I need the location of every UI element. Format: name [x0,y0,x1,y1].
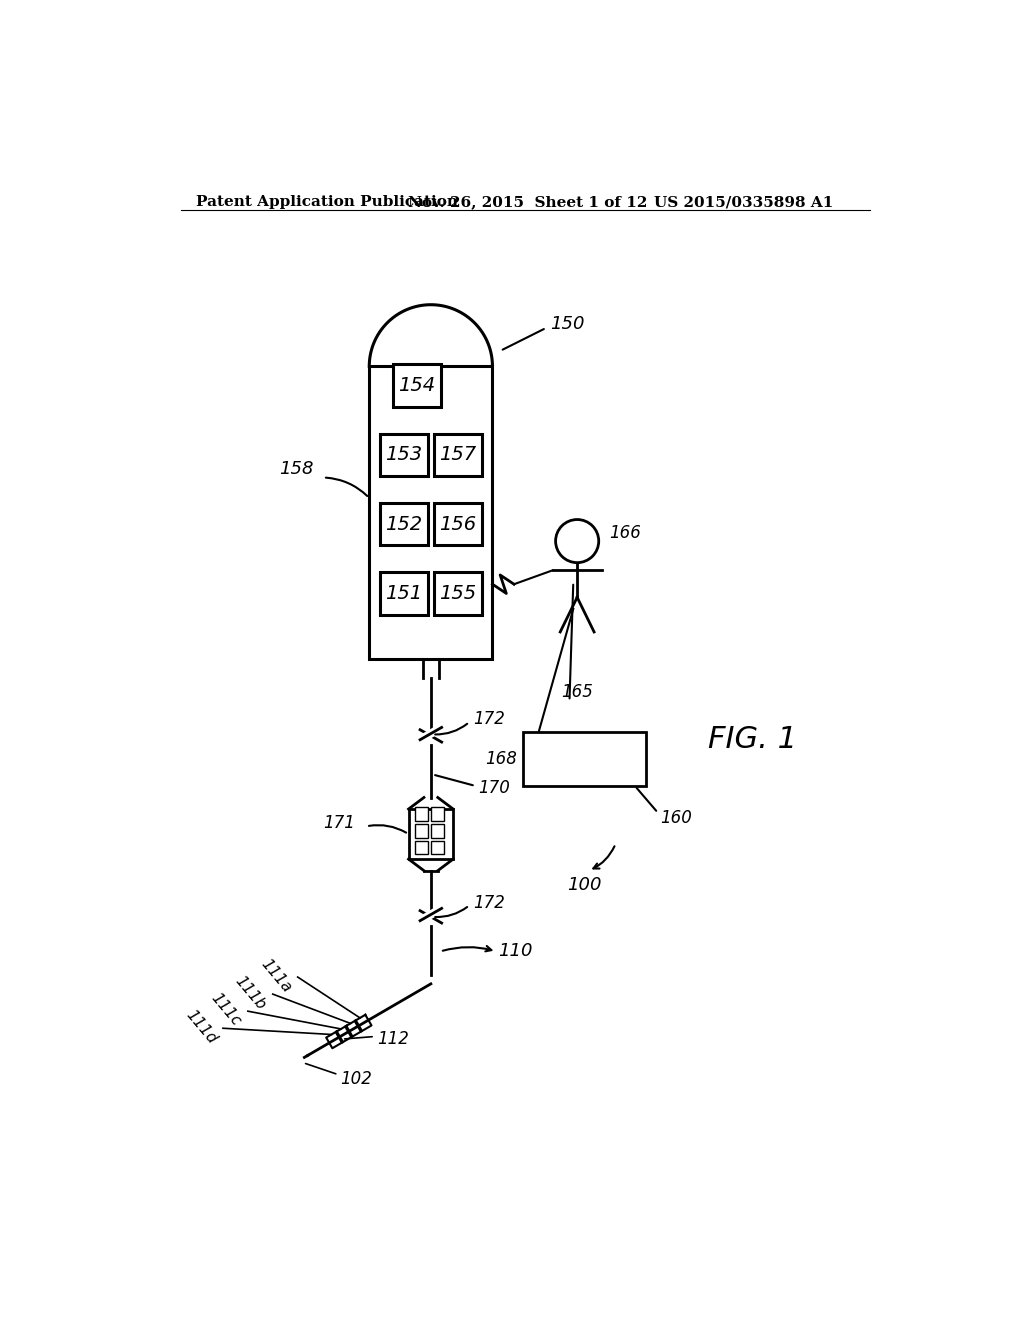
Text: 111a: 111a [257,956,294,995]
Text: 166: 166 [609,524,641,543]
Bar [431,824,444,838]
Bar [380,503,428,545]
Text: 157: 157 [439,445,476,465]
Text: Patent Application Publication: Patent Application Publication [196,195,458,210]
Text: 153: 153 [385,445,423,465]
Text: 112: 112 [377,1030,410,1048]
Text: 152: 152 [385,515,423,533]
Text: 171: 171 [324,813,355,832]
Bar [370,367,493,659]
Text: 111b: 111b [232,973,269,1012]
Bar [434,503,481,545]
Text: 165: 165 [561,682,593,701]
Text: 111c: 111c [208,990,244,1028]
Text: 110: 110 [499,942,534,961]
Text: 158: 158 [279,459,313,478]
Text: 102: 102 [340,1069,372,1088]
Text: 168: 168 [485,750,517,768]
Text: 172: 172 [473,710,505,727]
Text: 160: 160 [660,809,692,828]
Bar [380,573,428,615]
Bar [434,573,481,615]
Text: 154: 154 [398,376,435,395]
Text: 151: 151 [385,583,423,603]
Text: Nov. 26, 2015  Sheet 1 of 12: Nov. 26, 2015 Sheet 1 of 12 [408,195,647,210]
Bar [431,807,444,821]
Bar [380,434,428,477]
Bar [393,364,441,407]
Text: FIG. 1: FIG. 1 [708,725,797,754]
Text: 100: 100 [567,876,602,894]
Text: 156: 156 [439,515,476,533]
Bar [415,807,428,821]
Text: US 2015/0335898 A1: US 2015/0335898 A1 [654,195,834,210]
Bar [415,841,428,854]
Text: 155: 155 [439,583,476,603]
Bar [434,434,481,477]
Bar [431,841,444,854]
Text: 170: 170 [478,779,511,797]
Bar [415,824,428,838]
Text: 172: 172 [473,894,505,912]
Text: 111d: 111d [182,1007,219,1047]
Bar [409,809,454,859]
Bar [523,733,646,785]
Text: 150: 150 [550,315,585,333]
